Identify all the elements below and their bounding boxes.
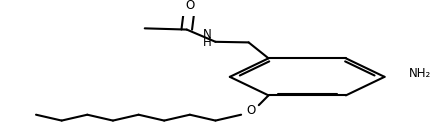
Text: O: O [246, 104, 255, 117]
Text: H: H [203, 35, 212, 49]
Text: N: N [203, 28, 212, 41]
Text: NH₂: NH₂ [409, 67, 431, 80]
Text: O: O [186, 0, 195, 12]
